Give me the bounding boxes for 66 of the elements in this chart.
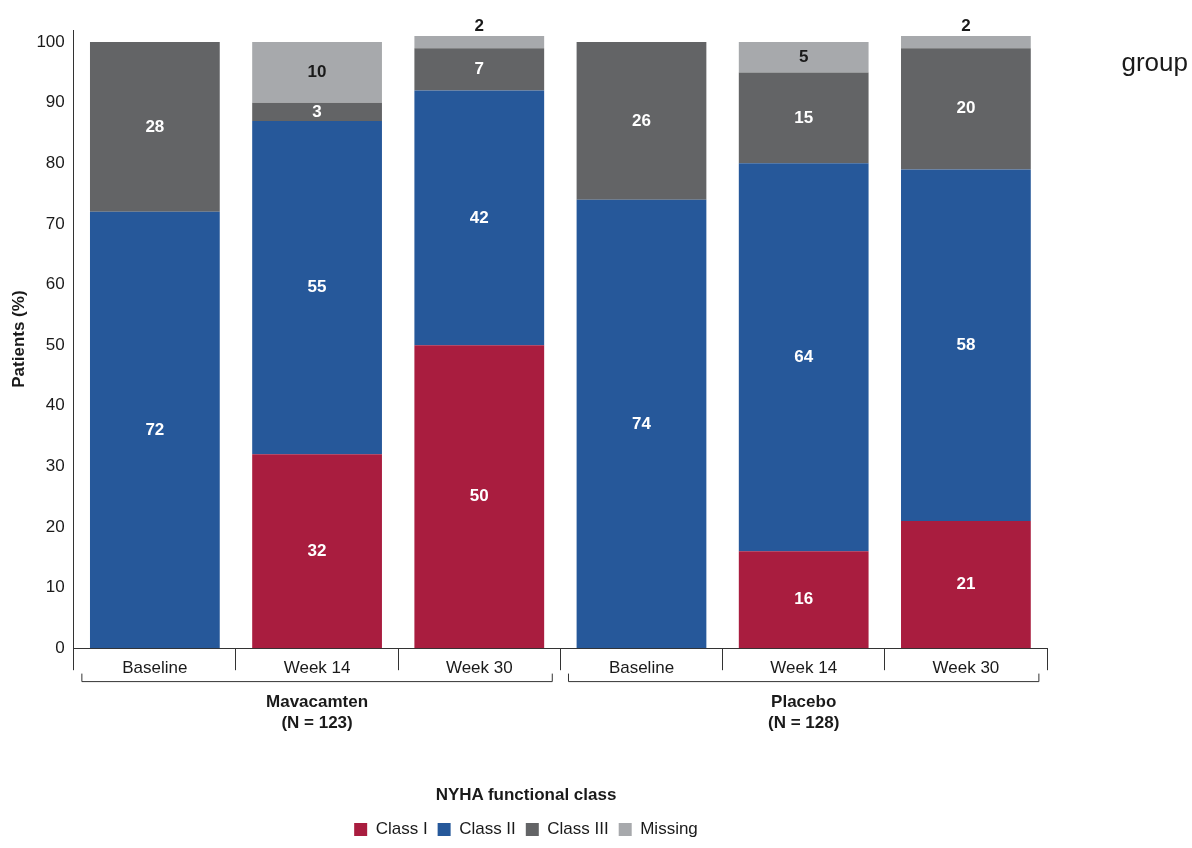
x-tick-label: Baseline xyxy=(122,658,188,678)
data-label: 32 xyxy=(307,540,327,560)
legend-label: Class III xyxy=(547,819,609,839)
y-tick-label: 0 xyxy=(55,637,65,657)
bar xyxy=(576,42,707,200)
bar xyxy=(738,163,869,552)
bar xyxy=(901,169,1031,521)
bar xyxy=(252,454,382,649)
bar xyxy=(738,551,869,649)
bar xyxy=(414,345,545,649)
y-tick-label: 80 xyxy=(45,153,65,173)
data-label: 28 xyxy=(145,116,165,136)
text: Mavacamten (N = 123) xyxy=(266,691,369,732)
y-tick-label: 70 xyxy=(45,213,65,233)
bar xyxy=(252,120,382,455)
bar xyxy=(89,211,220,649)
y-tick-label: 10 xyxy=(45,577,65,597)
data-label: 74 xyxy=(632,413,652,433)
y-tick-label: 20 xyxy=(45,516,65,536)
data-label: 55 xyxy=(307,277,327,297)
data-label: 3 xyxy=(312,101,322,121)
data-label: 15 xyxy=(794,107,814,127)
x-tick-label: Baseline xyxy=(608,658,675,678)
legend-label: Class I xyxy=(375,819,428,839)
data-label: 16 xyxy=(794,589,814,609)
data-label: 5 xyxy=(798,46,809,66)
y-tick-label: 30 xyxy=(45,456,65,476)
legend-label: Missing xyxy=(640,819,698,839)
bar xyxy=(738,42,869,73)
data-label: 20 xyxy=(956,98,976,118)
bar xyxy=(738,72,869,164)
data-label: 21 xyxy=(956,574,976,594)
data-label: 72 xyxy=(145,419,165,439)
data-label: 10 xyxy=(307,62,327,82)
data-label: 2 xyxy=(961,15,971,35)
x-tick-label: Week 30 xyxy=(932,658,1000,678)
bar xyxy=(901,36,1031,49)
data-label: 50 xyxy=(469,486,489,506)
y-tick-label: 60 xyxy=(45,274,65,294)
bar xyxy=(252,102,382,121)
x-tick-label: Week 14 xyxy=(770,658,838,678)
x-tick-label: Week 14 xyxy=(283,658,351,678)
bar xyxy=(901,520,1031,649)
text: group xyxy=(1121,47,1188,78)
bar xyxy=(414,36,545,49)
bar xyxy=(901,48,1031,170)
data-label: 64 xyxy=(794,346,814,366)
data-label: 2 xyxy=(474,15,485,35)
data-label: 7 xyxy=(474,59,485,79)
bar xyxy=(252,42,382,103)
y-tick-label: 50 xyxy=(45,334,65,354)
legend-label: Class II xyxy=(459,819,516,839)
y-tick-label: 90 xyxy=(45,92,65,112)
bar xyxy=(414,90,545,346)
data-label: 42 xyxy=(469,207,489,227)
bar xyxy=(89,42,220,212)
data-label: 26 xyxy=(632,110,651,130)
legend-title: NYHA functional class xyxy=(435,784,617,804)
y-axis-title: Patients (%) xyxy=(8,290,28,388)
y-tick-label: 40 xyxy=(45,395,65,415)
bar xyxy=(576,199,707,649)
y-tick-label: 100 xyxy=(36,31,65,51)
data-label: 58 xyxy=(956,334,976,354)
bar xyxy=(414,48,545,91)
text: Placebo (N = 128) xyxy=(768,691,840,732)
x-tick-label: Week 30 xyxy=(445,658,513,678)
